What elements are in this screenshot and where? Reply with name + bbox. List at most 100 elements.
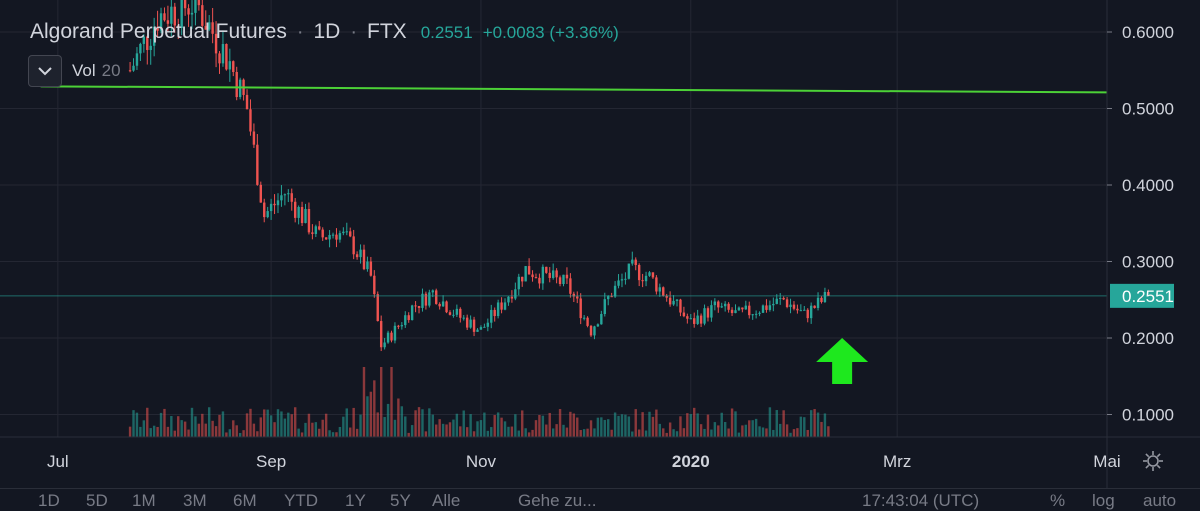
candle-body xyxy=(142,36,146,44)
candle-body xyxy=(741,307,744,310)
volume-bar xyxy=(503,421,507,437)
volume-bar xyxy=(823,413,827,437)
candle-body xyxy=(744,305,748,310)
volume-bar xyxy=(796,428,799,437)
candle-body xyxy=(662,287,665,296)
auto-toggle[interactable]: auto xyxy=(1143,491,1177,510)
volume-bar xyxy=(476,421,479,437)
candle-body xyxy=(331,234,335,236)
volume-bar xyxy=(607,419,610,437)
price-chart[interactable]: 0.6000 0.5000 0.4000 0.3000 0.2000 0.1000 Jul… xyxy=(0,0,1200,488)
volume-bar xyxy=(576,417,579,437)
volume-bar xyxy=(297,428,300,437)
volume-bar xyxy=(538,414,541,437)
candle-body xyxy=(445,301,448,313)
symbol-title[interactable]: Algorand Perpetual Futures xyxy=(30,20,287,43)
volume-bar xyxy=(421,409,424,437)
candle-body xyxy=(644,275,648,282)
volume-bar xyxy=(569,411,572,437)
candle-body xyxy=(459,308,462,318)
candle-body xyxy=(624,278,627,280)
candle-body xyxy=(177,25,180,29)
candle-body xyxy=(641,280,644,282)
candle-body xyxy=(424,293,428,306)
volume-bar xyxy=(710,429,713,437)
volume-bar xyxy=(190,407,194,437)
candle-body xyxy=(349,231,352,237)
range-6m[interactable]: 6M xyxy=(233,491,257,510)
percent-toggle[interactable]: % xyxy=(1050,491,1066,510)
candle-body xyxy=(541,266,545,284)
volume-bars xyxy=(128,367,830,437)
range-1y[interactable]: 1Y xyxy=(345,491,366,510)
volume-bar xyxy=(582,429,586,437)
volume-bar xyxy=(644,430,648,437)
range-3m[interactable]: 3M xyxy=(183,491,207,510)
candle-body xyxy=(789,304,792,308)
goto-button[interactable]: Gehe zu... xyxy=(518,491,597,510)
range-5y[interactable]: 5Y xyxy=(390,491,411,510)
volume-bar xyxy=(555,424,558,437)
volume-label[interactable]: Vol 20 xyxy=(72,61,121,81)
candle-body xyxy=(307,208,311,233)
range-1d[interactable]: 1D xyxy=(38,491,60,510)
price-tick-label: 0.1000 xyxy=(1122,406,1174,425)
range-5d[interactable]: 5D xyxy=(86,491,108,510)
candle-body xyxy=(754,313,758,315)
candle-body xyxy=(524,266,527,282)
candle-body xyxy=(589,325,593,336)
volume-bar xyxy=(806,429,809,437)
candle-body xyxy=(225,44,228,70)
candle-body xyxy=(545,266,548,273)
candle-body xyxy=(469,319,472,328)
candle-body xyxy=(376,294,379,322)
utc-clock[interactable]: 17:43:04 (UTC) xyxy=(862,491,980,510)
volume-bar xyxy=(139,426,142,437)
volume-bar xyxy=(689,413,692,437)
candle-body xyxy=(187,8,190,15)
volume-bar xyxy=(177,416,180,437)
candle-body xyxy=(500,302,503,310)
volume-bar xyxy=(290,414,293,437)
candle-body xyxy=(342,231,345,234)
candle-body xyxy=(792,304,796,309)
volume-bar xyxy=(562,424,565,437)
candle-body xyxy=(493,309,496,317)
candle-body xyxy=(765,305,768,310)
volume-bar xyxy=(507,426,510,437)
volume-bar xyxy=(156,426,159,437)
candle-body xyxy=(803,309,806,311)
range-all[interactable]: Alle xyxy=(432,491,461,510)
collapse-button[interactable] xyxy=(28,55,62,87)
candle-body xyxy=(170,6,173,24)
volume-bar xyxy=(744,424,748,437)
volume-bar xyxy=(527,432,531,437)
volume-bar xyxy=(441,423,445,437)
candle-body xyxy=(269,203,273,212)
candle-body xyxy=(414,305,417,307)
candle-body xyxy=(435,290,438,304)
candle-body xyxy=(579,298,582,319)
range-1m[interactable]: 1M xyxy=(132,491,156,510)
candle-body xyxy=(352,236,355,255)
candle-body xyxy=(679,299,682,313)
range-ytd[interactable]: YTD xyxy=(284,491,318,510)
volume-bar xyxy=(259,417,262,437)
volume-bar xyxy=(173,430,176,437)
candle-body xyxy=(806,309,809,319)
candle-body xyxy=(359,249,362,258)
volume-bar xyxy=(610,429,613,437)
log-toggle[interactable]: log xyxy=(1092,491,1115,510)
candle-body xyxy=(448,312,452,315)
price-tick-label: 0.6000 xyxy=(1122,23,1174,42)
volume-bar xyxy=(159,412,163,437)
settings-button[interactable] xyxy=(1138,446,1168,476)
interval-label[interactable]: 1D xyxy=(313,20,341,43)
volume-bar xyxy=(758,426,761,437)
candle-body xyxy=(311,232,314,234)
volume-bar xyxy=(586,428,589,437)
candle-body xyxy=(607,296,610,300)
volume-bar xyxy=(338,426,342,437)
volume-bar xyxy=(541,415,545,437)
volume-bar xyxy=(428,408,431,437)
